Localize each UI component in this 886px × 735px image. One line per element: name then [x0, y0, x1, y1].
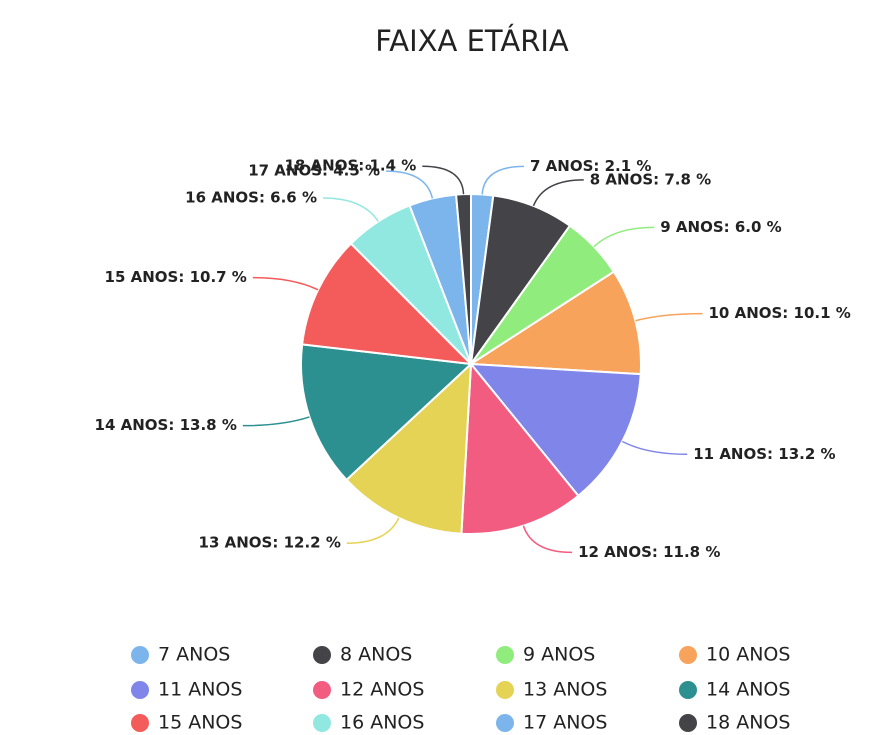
legend-label: 14 ANOS — [706, 679, 790, 701]
data-label: 11 ANOS: 13.2 % — [693, 445, 835, 463]
pie-slice — [300, 343, 474, 482]
legend-label: 9 ANOS — [523, 644, 595, 666]
legend-symbol — [131, 681, 149, 699]
connector — [346, 517, 400, 544]
data-label: 17 ANOS: 4.5 % — [248, 162, 380, 180]
data-label: 9 ANOS: 6.0 % — [660, 218, 781, 236]
legend-symbol — [679, 646, 697, 664]
legend-label: 17 ANOS — [523, 712, 607, 734]
connector — [532, 179, 584, 207]
legend-symbol — [131, 714, 149, 732]
legend-label: 13 ANOS — [523, 679, 607, 701]
legend-label: 18 ANOS — [706, 712, 790, 734]
chart-title: FAIXA ETÁRIA — [375, 24, 569, 58]
data-label: 7 ANOS: 2.1 % — [530, 157, 651, 175]
legend-label: 12 ANOS — [340, 679, 424, 701]
legend-label: 8 ANOS — [340, 644, 412, 666]
data-label: 8 ANOS: 7.8 % — [590, 170, 711, 188]
data-label: 15 ANOS: 10.7 % — [105, 268, 247, 286]
legend-symbol — [313, 646, 331, 664]
connector — [522, 525, 573, 554]
data-label: 12 ANOS: 11.8 % — [578, 543, 720, 561]
pie-slice — [345, 361, 473, 535]
legend-label: 7 ANOS — [158, 644, 230, 666]
legend-label: 15 ANOS — [158, 712, 242, 734]
connector — [252, 276, 319, 291]
connector — [422, 165, 465, 195]
data-label: 14 ANOS: 13.8 % — [95, 416, 237, 434]
legend-label: 16 ANOS — [340, 712, 424, 734]
legend-symbol — [496, 646, 514, 664]
pie-slice — [460, 361, 580, 535]
connector — [481, 165, 525, 195]
legend-symbol — [679, 681, 697, 699]
connector — [635, 312, 703, 322]
legend-label: 11 ANOS — [158, 679, 242, 701]
pie-slice — [468, 362, 642, 498]
pie-slice — [301, 242, 474, 366]
data-label: 18 ANOS: 1.4 % — [284, 157, 416, 175]
data-label: 13 ANOS: 12.2 % — [199, 534, 341, 552]
data-label: 16 ANOS: 6.6 % — [185, 189, 317, 207]
legend-label: 10 ANOS — [706, 644, 790, 666]
legend-symbol — [313, 714, 331, 732]
legend-symbol — [496, 714, 514, 732]
connector — [323, 197, 379, 222]
connector — [386, 170, 434, 199]
legend-symbol — [496, 681, 514, 699]
connector — [621, 440, 688, 456]
data-label: 10 ANOS: 10.1 % — [708, 304, 850, 322]
legend-symbol — [313, 681, 331, 699]
legend-symbol — [679, 714, 697, 732]
connector — [242, 416, 310, 427]
connector — [593, 226, 655, 248]
legend-symbol — [131, 646, 149, 664]
pie-slice — [455, 192, 472, 365]
